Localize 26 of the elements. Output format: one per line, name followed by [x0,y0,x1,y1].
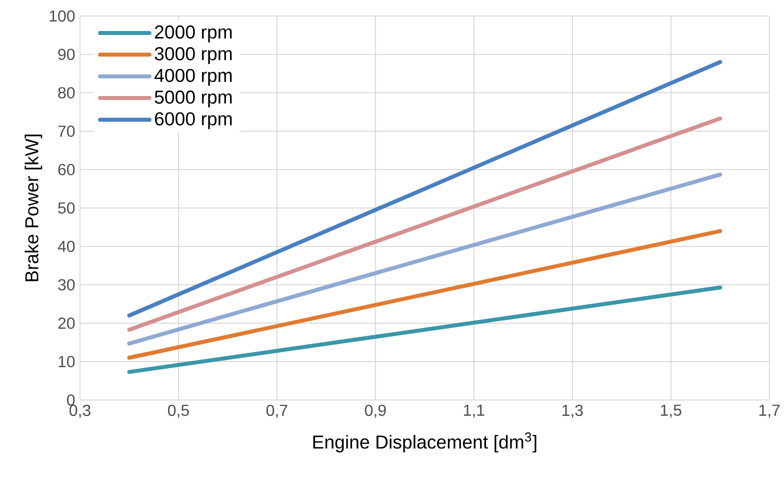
y-tick-label: 100 [50,10,75,22]
x-tick-label: 1,5 [660,404,682,418]
legend-label: 6000 rpm [154,112,232,130]
x-tick-label: 0,7 [266,404,288,418]
y-axis-title: Brake Power [kW] [24,134,42,282]
x-tick-label: 1,7 [759,404,780,418]
x-tick-label: 0,9 [364,404,386,418]
x-tick-label: 0,5 [168,404,189,418]
legend-label: 3000 rpm [154,47,232,64]
y-tick-label: 10 [58,356,75,368]
y-tick-label: 50 [58,202,75,214]
y-tick-label: 30 [58,279,75,290]
y-tick-label: 0 [67,394,75,406]
legend-label: 5000 rpm [154,90,232,108]
legend-label: 2000 rpm [154,25,232,42]
y-tick-label: 20 [58,318,75,329]
y-tick-label: 90 [58,48,75,60]
y-tick-label: 80 [58,87,75,98]
y-tick-label: 60 [58,164,75,176]
y-tick-label: 40 [58,240,75,252]
legend-label: 4000 rpm [154,68,232,86]
x-tick-label: 1,1 [464,404,484,418]
x-tick-label: 0,3 [70,404,90,418]
y-tick-label: 70 [58,126,75,137]
x-tick-label: 1,3 [562,404,583,418]
x-axis-title: Engine Displacement [dm$^{3}$] [313,432,536,452]
